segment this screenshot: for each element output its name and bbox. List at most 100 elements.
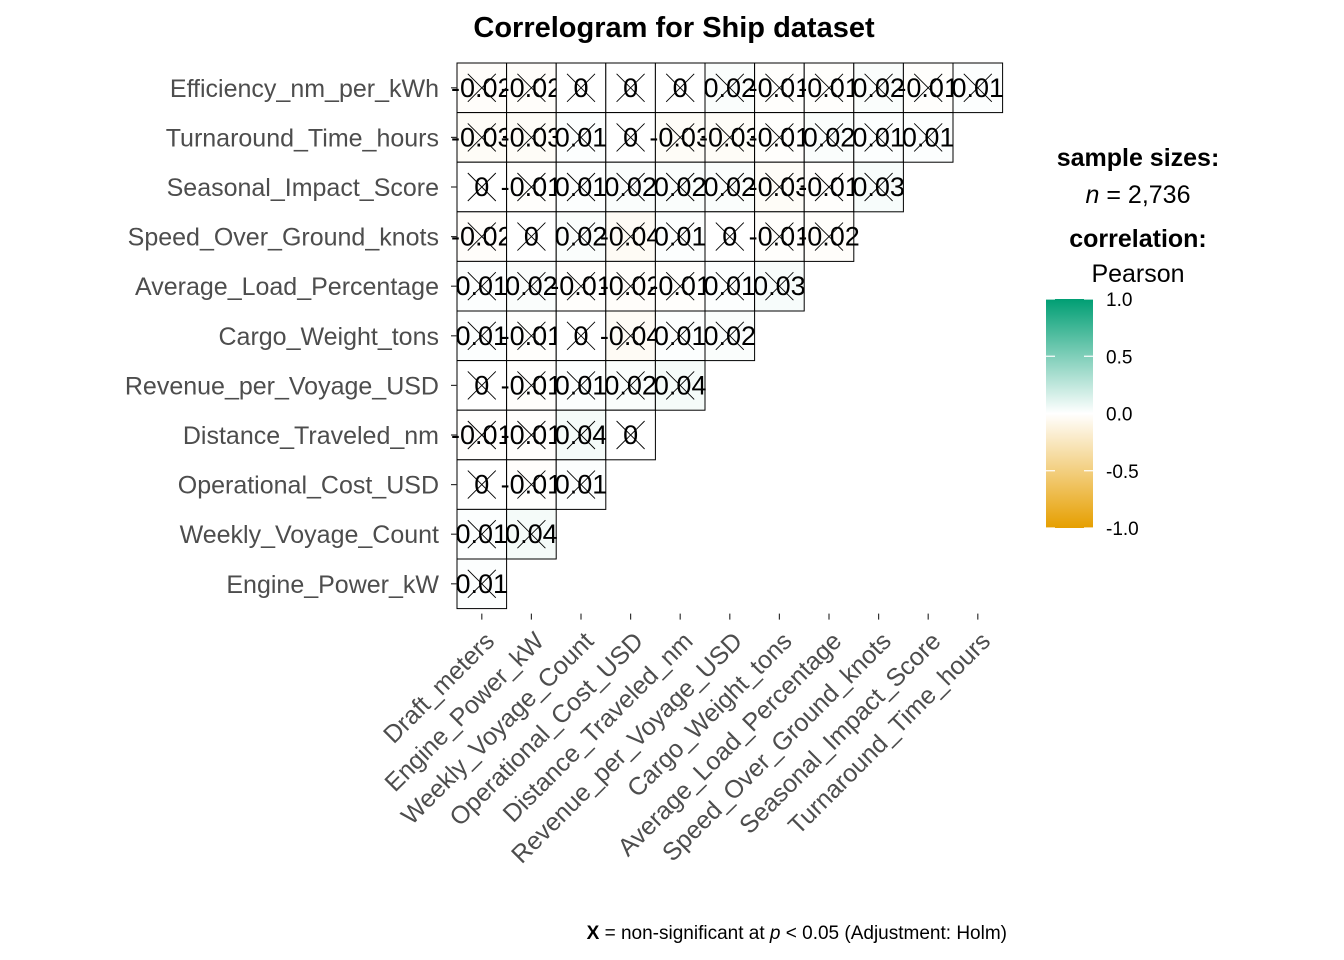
heatmap-cell: 0.01 — [456, 558, 508, 610]
cell-value-label: 0.04 — [654, 370, 707, 400]
heatmap-cell: 0.01 — [555, 459, 608, 510]
y-tick-label: Engine_Power_kW — [226, 571, 439, 599]
legend: sample sizes: n = 2,736 correlation: Pea… — [1046, 144, 1219, 540]
heatmap-cell: 0 — [456, 360, 508, 411]
nonsignificant-cross — [517, 172, 546, 202]
cell-value-label: -0.01 — [451, 420, 513, 450]
heatmap-cell: -0.02 — [600, 260, 662, 312]
heatmap-cell: 0 — [605, 62, 656, 114]
legend-ticks: 1.0 0.5 0.0 -0.5 -1.0 — [1046, 290, 1139, 540]
nonsignificant-cross — [566, 172, 596, 202]
nonsignificant-cross — [765, 73, 794, 103]
nonsignificant-cross — [665, 321, 695, 351]
heatmap-cell: 0 — [605, 409, 656, 461]
heatmap-cell: -0.03 — [749, 161, 810, 213]
nonsignificant-cross — [467, 470, 497, 499]
heatmap-cell: 0.01 — [704, 260, 757, 312]
heatmap-cell: 0 — [456, 459, 508, 510]
heatmap-cell: -0.04 — [600, 211, 661, 262]
caption: X = non-significant at p < 0.05 (Adjustm… — [587, 923, 1007, 944]
nonsignificant-cross — [616, 321, 645, 351]
nonsignificant-cross — [814, 123, 844, 152]
heatmap-cell: 0.02 — [803, 112, 856, 163]
nonsignificant-cross — [467, 73, 497, 103]
legend-method: Pearson — [1091, 260, 1184, 288]
heatmap-cell: -0.01 — [501, 360, 562, 411]
cell-value-label: -0.02 — [600, 271, 662, 301]
cell-value-label: -0.03 — [649, 122, 711, 152]
heatmap-cell: -0.01 — [798, 62, 860, 114]
cell-value-label: -0.01 — [798, 73, 860, 103]
y-tick-label: Weekly_Voyage_Count — [180, 521, 439, 549]
nonsignificant-cross — [566, 123, 596, 152]
heatmap-cells: -0.02-0.02 0 0 0 0.02-0.01-0.010.02-0.010.01… — [451, 62, 1004, 610]
cell-value-label: 0.02 — [803, 122, 856, 152]
nonsignificant-cross — [715, 172, 745, 202]
nonsignificant-cross — [715, 271, 745, 301]
nonsignificant-cross — [566, 271, 596, 301]
legend-tick-label: -0.5 — [1106, 462, 1139, 483]
y-tick-label: Efficiency_nm_per_kWh — [170, 75, 439, 103]
heatmap-cell: -0.01 — [501, 409, 562, 461]
nonsignificant-cross — [665, 371, 695, 400]
y-tick-label: Cargo_Weight_tons — [218, 323, 439, 351]
cell-value-label: 0.02 — [505, 271, 558, 301]
cell-value-label: 0 — [524, 222, 539, 252]
heatmap-cell: -0.01 — [749, 112, 810, 163]
heatmap-cell: 0 — [555, 62, 607, 114]
heatmap-cell: -0.01 — [501, 310, 562, 362]
cell-value-label: 0 — [474, 172, 489, 202]
cell-value-label: 0.02 — [704, 73, 757, 103]
heatmap-cell: 0 — [605, 112, 656, 163]
nonsignificant-cross — [517, 271, 546, 301]
cell-value-label: 0 — [673, 73, 688, 103]
cell-value-label: -0.01 — [749, 222, 811, 252]
cell-value-label: 0.02 — [604, 370, 657, 400]
cell-value-label: -0.01 — [749, 73, 811, 103]
heatmap-cell: 0.04 — [505, 508, 558, 560]
heatmap-cell: 0.04 — [654, 360, 707, 411]
nonsignificant-cross — [517, 420, 546, 450]
heatmap-cell: 0.03 — [852, 161, 905, 213]
heatmap-cell: 0 — [506, 211, 557, 262]
cell-value-label: 0 — [623, 73, 638, 103]
cell-value-label: -0.01 — [501, 172, 563, 202]
nonsignificant-cross — [467, 172, 497, 202]
nonsignificant-cross — [665, 73, 695, 103]
y-tick-label: Revenue_per_Voyage_USD — [125, 372, 439, 400]
heatmap-cell: 0.01 — [902, 112, 955, 163]
heatmap-cell: 0.02 — [654, 161, 707, 213]
x-axis-labels: Draft_metersEngine_Power_kWWeekly_Voyage… — [378, 613, 996, 869]
heatmap-cell: -0.01 — [749, 62, 811, 114]
nonsignificant-cross — [616, 420, 645, 450]
nonsignificant-cross — [467, 519, 497, 549]
cell-rect — [506, 112, 557, 163]
nonsignificant-cross — [715, 73, 745, 103]
cell-value-label: 0.03 — [753, 271, 806, 301]
cell-value-label: 0 — [623, 122, 638, 152]
cell-value-label: 0.01 — [555, 470, 608, 500]
legend-correlation-title: correlation: — [1069, 225, 1207, 253]
nonsignificant-cross — [864, 123, 893, 152]
y-tick-label: Operational_Cost_USD — [178, 472, 439, 500]
heatmap-cell: 0.02 — [852, 62, 905, 114]
heatmap-cell: 0 — [555, 310, 607, 362]
cell-value-label: -0.01 — [798, 172, 860, 202]
nonsignificant-cross — [616, 371, 645, 400]
nonsignificant-cross — [467, 569, 497, 599]
cell-value-label: 0.01 — [555, 172, 608, 202]
nonsignificant-cross — [715, 321, 745, 351]
cell-value-label: 0.02 — [654, 172, 707, 202]
nonsignificant-cross — [616, 271, 645, 301]
heatmap-cell: 0.02 — [604, 360, 657, 411]
y-axis-labels: Efficiency_nm_per_kWh Turnaround_Time_hou… — [125, 75, 457, 599]
nonsignificant-cross — [665, 123, 695, 152]
nonsignificant-cross — [715, 123, 745, 152]
legend-tick-label: 1.0 — [1106, 290, 1132, 311]
cell-value-label: 0.01 — [704, 271, 757, 301]
cell-value-label: -0.01 — [501, 470, 563, 500]
heatmap-cell: 0.01 — [456, 260, 508, 312]
heatmap-cell: 0 — [704, 211, 756, 262]
cell-value-label: 0.01 — [902, 122, 955, 152]
